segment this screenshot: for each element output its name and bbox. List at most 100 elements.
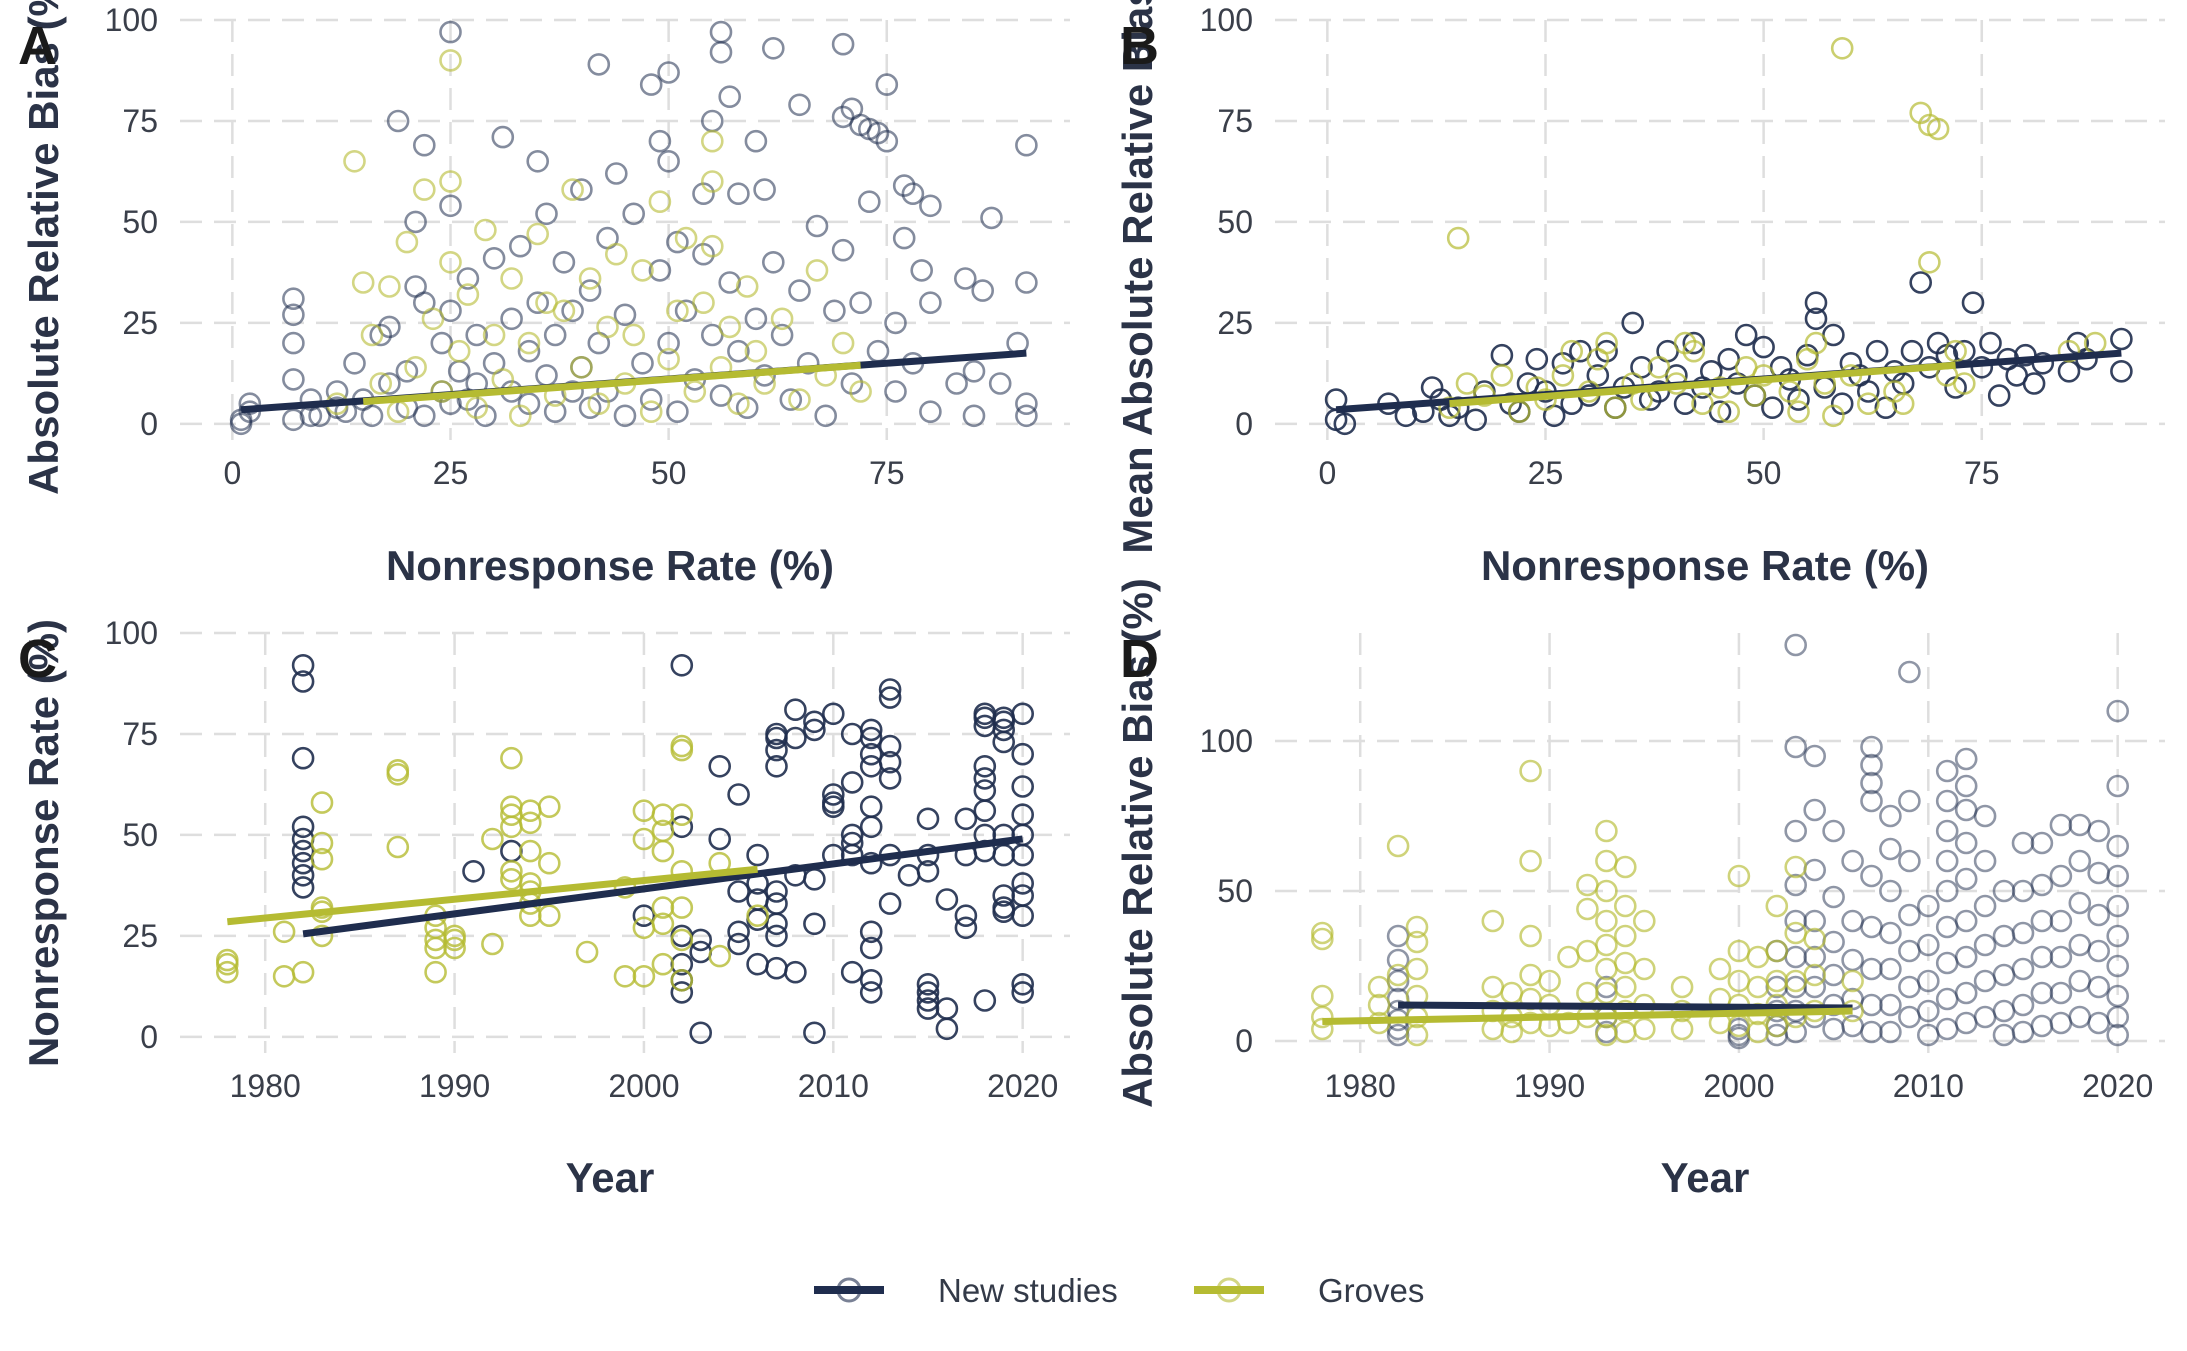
data-point <box>718 271 742 294</box>
panel-tag: D <box>1120 629 1159 689</box>
y-axis-label: Absolute Relative Bias (%) <box>20 0 67 495</box>
data-point <box>849 380 872 403</box>
data-point <box>360 323 384 347</box>
data-point <box>518 811 542 835</box>
data-point <box>803 718 826 742</box>
data-point <box>727 392 750 416</box>
data-point <box>670 981 694 1004</box>
data-point <box>632 904 656 928</box>
data-point <box>1595 909 1618 933</box>
y-tick-label: 75 <box>1217 103 1253 139</box>
data-point <box>1708 957 1732 981</box>
panel-tag: B <box>1120 16 1159 76</box>
data-point <box>1614 855 1637 879</box>
data-point <box>708 827 732 851</box>
data-point <box>1935 951 1959 975</box>
data-point <box>552 250 576 274</box>
x-axis-label: Year <box>566 1154 655 1201</box>
data-point <box>1857 392 1880 416</box>
data-point <box>1917 933 1940 957</box>
data-point <box>1898 660 1921 684</box>
y-tick-label: 50 <box>122 817 158 853</box>
y-tick-label: 0 <box>1235 1023 1253 1059</box>
data-point <box>897 863 921 887</box>
data-point <box>1879 879 1902 903</box>
legend: New studies Groves <box>814 1272 1424 1309</box>
data-point <box>2011 1020 2035 1044</box>
data-point <box>1481 975 1505 999</box>
data-point <box>962 359 986 383</box>
data-point <box>1841 969 1864 993</box>
data-point <box>500 307 523 331</box>
data-point <box>831 331 855 355</box>
data-point <box>1961 291 1985 315</box>
data-point <box>2030 873 2054 897</box>
data-point <box>1614 1020 1637 1044</box>
data-point <box>604 162 628 185</box>
data-point <box>700 170 724 193</box>
data-point <box>1954 831 1978 855</box>
data-point <box>526 222 550 246</box>
data-point <box>1860 993 1883 1017</box>
data-point <box>2049 981 2073 1005</box>
data-point <box>859 726 883 750</box>
data-point <box>916 989 940 1012</box>
data-point <box>831 32 855 56</box>
data-point <box>1011 872 1035 895</box>
fit-line-groves <box>362 361 861 406</box>
data-point <box>1787 400 1810 424</box>
data-point <box>613 303 637 327</box>
data-point <box>272 920 296 944</box>
data-point <box>2049 909 2073 933</box>
data-point <box>1860 789 1883 813</box>
data-point <box>2068 1005 2092 1029</box>
data-point <box>439 49 462 72</box>
data-point <box>727 932 750 956</box>
data-point <box>1898 939 1921 963</box>
data-point <box>1784 909 1807 933</box>
data-point <box>849 291 872 315</box>
data-point <box>1954 945 1978 969</box>
data-point <box>689 928 713 952</box>
data-point <box>1481 909 1505 933</box>
data-point <box>1918 250 1941 274</box>
data-point <box>1682 331 1706 355</box>
data-point <box>291 670 315 693</box>
data-point <box>535 202 558 226</box>
data-point <box>803 867 826 891</box>
data-point <box>1992 924 2016 948</box>
data-point <box>1830 36 1854 60</box>
data-point <box>878 678 902 701</box>
data-point <box>1944 339 1967 363</box>
data-point <box>1557 945 1580 969</box>
data-point <box>2087 819 2110 843</box>
y-tick-label: 50 <box>1217 873 1253 909</box>
panels: 0 25 50 75 0 25 50 75 100 Nonresponse Rate (%) Abs… <box>18 0 2165 1201</box>
data-point <box>805 214 829 238</box>
data-point <box>1367 975 1391 999</box>
data-point <box>670 896 694 919</box>
data-point <box>1011 972 1035 996</box>
data-point <box>840 771 864 794</box>
data-point <box>840 960 864 984</box>
data-point <box>291 851 315 875</box>
data-point <box>1614 951 1637 975</box>
data-point <box>1860 864 1883 888</box>
data-point <box>543 323 567 347</box>
data-point <box>631 351 654 375</box>
data-point <box>1822 404 1845 428</box>
data-point <box>878 767 902 790</box>
data-point <box>973 799 997 823</box>
data-point <box>761 250 785 274</box>
data-point <box>517 331 541 355</box>
data-point <box>360 404 384 428</box>
data-point <box>935 997 959 1020</box>
data-point <box>1576 981 1599 1005</box>
panel-c: 1980 1990 2000 2010 2020 0 25 50 75 100 Year Nonres… <box>18 615 1070 1201</box>
data-point <box>639 388 663 411</box>
data-point <box>2057 359 2081 383</box>
data-point <box>604 242 628 266</box>
data-point <box>651 839 675 863</box>
x-tick-label: 1980 <box>230 1068 301 1104</box>
data-point <box>1804 291 1828 315</box>
